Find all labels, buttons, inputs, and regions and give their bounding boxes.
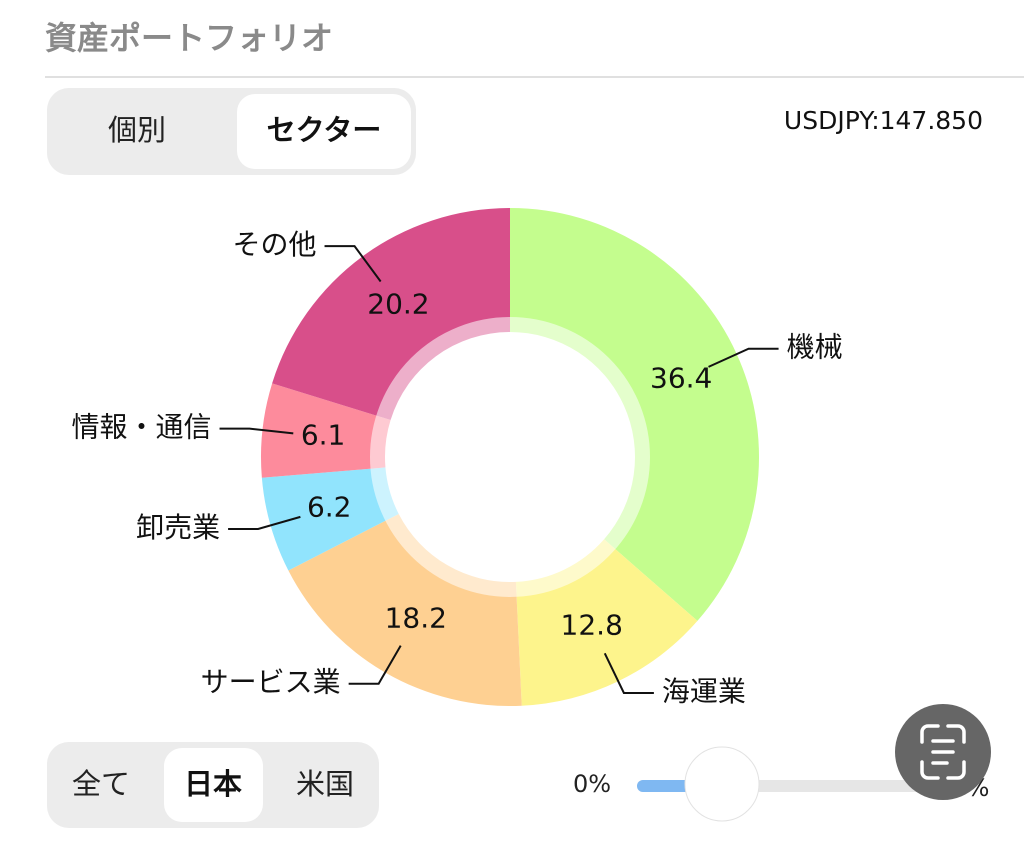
category-label: 卸売業 bbox=[136, 511, 220, 544]
inner-ring bbox=[370, 317, 650, 597]
view-tab[interactable]: セクター bbox=[267, 113, 382, 147]
donut-slice bbox=[261, 383, 391, 478]
leader-line bbox=[219, 427, 294, 435]
page-title: 資産ポートフォリオ bbox=[45, 19, 333, 57]
market-tab[interactable]: 日本 bbox=[184, 767, 242, 801]
leader-line bbox=[348, 645, 402, 685]
category-label: 情報・通信 bbox=[72, 411, 212, 444]
exchange-rate: USDJPY:147.850 bbox=[784, 106, 983, 135]
category-label: 海運業 bbox=[662, 675, 746, 708]
category-label: その他 bbox=[233, 228, 317, 261]
market-tab[interactable]: 全て bbox=[72, 767, 130, 801]
value-label: 6.2 bbox=[307, 491, 352, 524]
slider-thumb[interactable] bbox=[684, 746, 760, 822]
category-label: 機械 bbox=[787, 331, 843, 364]
scan-icon bbox=[920, 724, 966, 780]
donut-slice bbox=[261, 467, 399, 571]
market-segment-selected bbox=[164, 748, 263, 822]
leader-line bbox=[228, 515, 301, 530]
value-label: 18.2 bbox=[385, 602, 447, 635]
slider-min-label: 0% bbox=[573, 770, 611, 798]
donut-slice bbox=[272, 208, 510, 421]
leader-line bbox=[708, 347, 779, 368]
value-label: 12.8 bbox=[561, 608, 623, 641]
leader-line bbox=[324, 245, 382, 283]
value-label: 6.1 bbox=[301, 419, 346, 452]
value-label: 20.2 bbox=[367, 288, 429, 321]
leader-line bbox=[603, 652, 654, 694]
view-tab[interactable]: 個別 bbox=[108, 113, 166, 147]
view-segment-selected bbox=[237, 94, 411, 169]
category-label: サービス業 bbox=[201, 666, 341, 699]
donut-chart: 36.4 機械 12.8 海運業 18.2 サービス業 6.2 卸売業 6.1 情報・通信 20.2… bbox=[72, 208, 843, 708]
value-label: 36.4 bbox=[650, 361, 712, 394]
donut-slice bbox=[288, 513, 522, 706]
market-tab[interactable]: 米国 bbox=[296, 767, 354, 801]
